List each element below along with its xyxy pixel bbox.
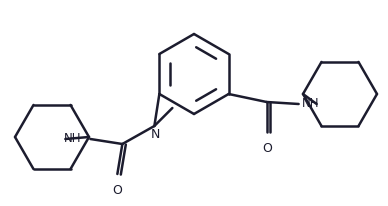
Text: O: O — [263, 141, 273, 154]
Text: N: N — [151, 127, 160, 140]
Text: O: O — [113, 183, 122, 196]
Text: NH: NH — [64, 132, 81, 145]
Text: NH: NH — [301, 97, 319, 110]
